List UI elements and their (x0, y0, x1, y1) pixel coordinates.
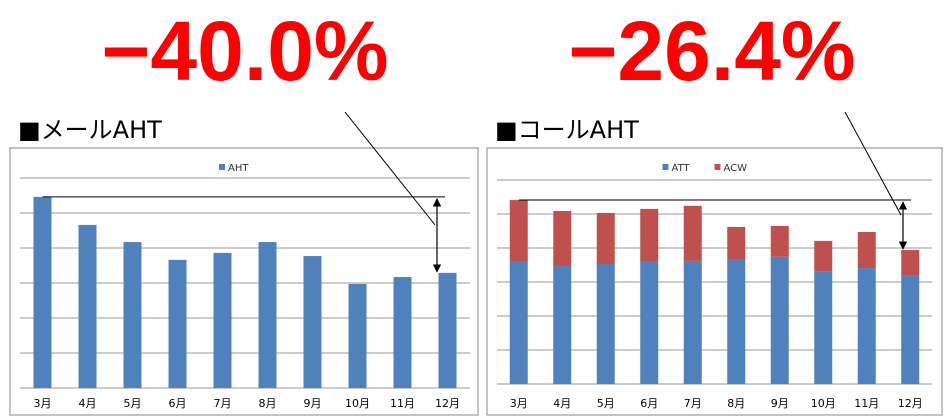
x-tick-label: 7月 (684, 397, 702, 410)
bar (509, 261, 528, 384)
x-tick-label: 6月 (640, 397, 658, 410)
bar (553, 210, 572, 267)
bar (213, 252, 232, 388)
x-tick-label: 3月 (34, 397, 52, 410)
bar (683, 260, 702, 384)
x-tick-label: 12月 (435, 397, 460, 410)
bar (901, 275, 920, 384)
x-tick-label: 8月 (727, 397, 745, 410)
x-tick-label: 8月 (259, 397, 277, 410)
bar (348, 284, 367, 388)
bar (727, 259, 746, 384)
x-tick-label: 6月 (169, 397, 187, 410)
bar (596, 212, 615, 264)
chart-title: ■メールAHT (18, 116, 162, 144)
x-tick-label: 11月 (390, 397, 415, 410)
bar (814, 240, 833, 272)
bar (640, 261, 659, 384)
legend-swatch (219, 164, 225, 170)
bar (33, 196, 52, 388)
bar (303, 256, 322, 388)
bar (770, 225, 789, 257)
bar (814, 271, 833, 384)
annotation: −26.4% (568, 4, 855, 98)
x-tick-label: 9月 (304, 397, 322, 410)
x-tick-label: 10月 (345, 397, 370, 410)
bar (168, 259, 187, 388)
bar (727, 226, 746, 260)
x-tick-label: 3月 (510, 397, 528, 410)
bar (509, 200, 528, 262)
legend-swatch (662, 164, 669, 170)
legend-label: ATT (672, 163, 691, 174)
bar (123, 242, 142, 388)
bar (857, 268, 876, 384)
bar (596, 263, 615, 384)
legend-swatch (714, 164, 721, 170)
callout-line (344, 111, 436, 226)
bar (857, 232, 876, 269)
bar (683, 205, 702, 261)
x-tick-label: 7月 (214, 397, 232, 410)
bar (393, 277, 412, 388)
x-tick-label: 10月 (811, 397, 836, 410)
x-tick-label: 11月 (854, 397, 879, 410)
legend-label: AHT (228, 163, 249, 174)
bar (258, 242, 277, 388)
bar (901, 250, 920, 276)
bar (640, 208, 659, 262)
x-tick-label: 12月 (898, 397, 923, 410)
bar (78, 224, 97, 388)
x-tick-label: 5月 (597, 397, 615, 410)
bar (553, 266, 572, 384)
bar (770, 256, 789, 384)
x-tick-label: 4月 (79, 397, 97, 410)
annotation: −40.0% (101, 4, 388, 98)
bar (438, 272, 457, 388)
callout-line (844, 111, 902, 216)
chart-title: ■コールAHT (495, 116, 639, 144)
legend-label: ACW (724, 163, 748, 174)
x-tick-label: 4月 (553, 397, 571, 410)
x-tick-label: 9月 (771, 397, 789, 410)
x-tick-label: 5月 (124, 397, 142, 410)
